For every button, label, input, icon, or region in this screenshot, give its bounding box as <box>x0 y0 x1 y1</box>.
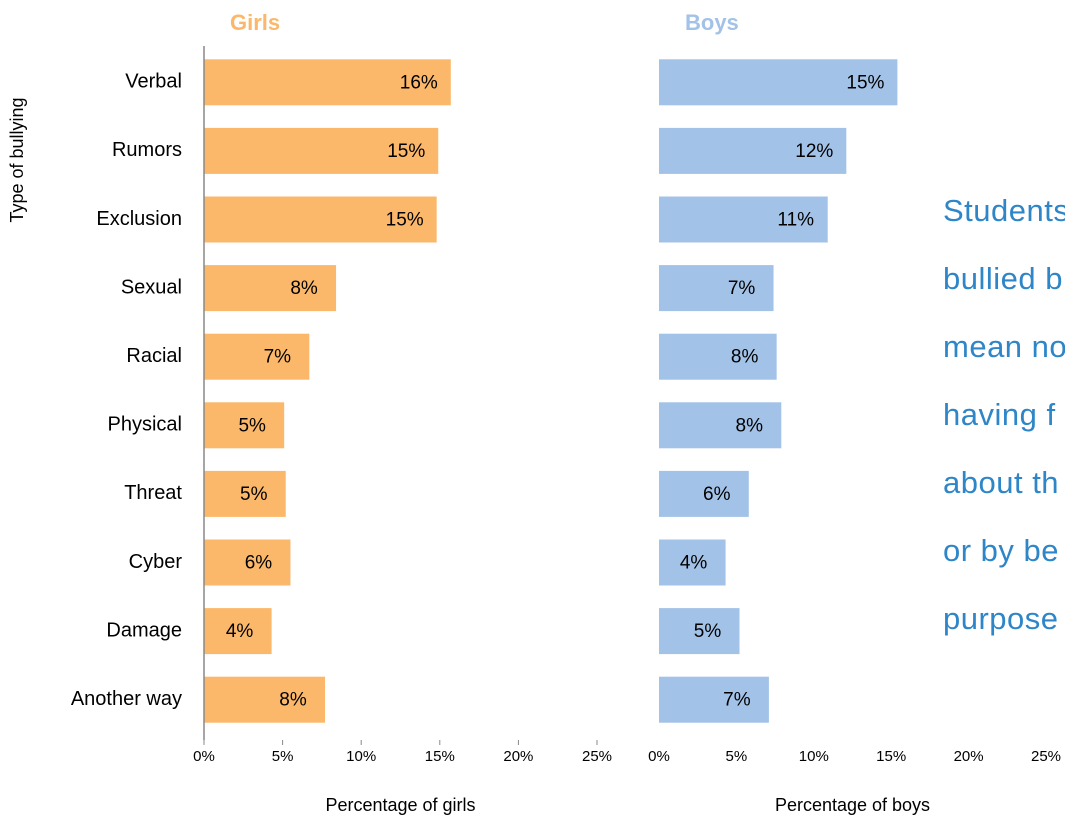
bar <box>659 265 774 312</box>
annotation-line: Students <box>943 193 1065 228</box>
value-label: 15% <box>387 141 425 162</box>
value-label: 7% <box>728 278 756 299</box>
value-label: 6% <box>245 553 273 574</box>
x-axis-title: Percentage of girls <box>325 795 475 815</box>
x-tick-label: 10% <box>799 748 829 765</box>
x-tick-label: 20% <box>503 748 533 765</box>
annotation-line: purpose <box>943 601 1059 636</box>
value-label: 16% <box>400 72 438 93</box>
y-axis-title: Type of bullying <box>7 97 27 222</box>
bar <box>204 127 439 174</box>
category-label: Cyber <box>129 551 183 573</box>
bar <box>659 196 828 243</box>
annotation-line: bullied b <box>943 261 1063 296</box>
category-label: Sexual <box>121 276 182 298</box>
bar <box>659 470 749 517</box>
x-tick-label: 15% <box>876 748 906 765</box>
bar <box>659 59 898 106</box>
panel-title: Girls <box>230 10 280 35</box>
value-label: 15% <box>386 210 424 231</box>
x-tick-label: 5% <box>726 748 748 765</box>
annotation-line: having f <box>943 397 1056 432</box>
bar <box>659 402 782 449</box>
x-tick-label: 20% <box>954 748 984 765</box>
value-label: 8% <box>290 278 318 299</box>
bar <box>204 676 326 723</box>
value-label: 8% <box>279 690 307 711</box>
x-tick-label: 15% <box>425 748 455 765</box>
category-label: Rumors <box>112 139 182 161</box>
annotation-line: mean no <box>943 329 1065 364</box>
category-label: Another way <box>71 688 182 710</box>
x-tick-label: 5% <box>272 748 294 765</box>
category-label: Damage <box>106 619 182 641</box>
annotation-line: about th <box>943 465 1059 500</box>
value-label: 8% <box>731 347 759 368</box>
x-tick-label: 10% <box>346 748 376 765</box>
bar <box>659 127 847 174</box>
bar <box>204 333 310 380</box>
value-label: 7% <box>264 347 292 368</box>
x-axis-title: Percentage of boys <box>775 795 930 815</box>
bar <box>659 608 740 655</box>
x-tick-label: 25% <box>582 748 612 765</box>
x-tick-label: 0% <box>193 748 215 765</box>
x-tick-label: 25% <box>1031 748 1061 765</box>
category-label: Verbal <box>125 71 182 93</box>
value-label: 8% <box>736 415 764 436</box>
category-label: Racial <box>126 345 182 367</box>
bar <box>204 265 337 312</box>
annotation-line: or by be <box>943 533 1059 568</box>
bar <box>204 402 285 449</box>
value-label: 5% <box>240 484 268 505</box>
value-label: 4% <box>226 621 254 642</box>
bar <box>204 196 437 243</box>
bar <box>659 676 769 723</box>
bar <box>659 539 726 586</box>
category-label: Physical <box>108 414 182 436</box>
bar <box>204 470 286 517</box>
category-label: Threat <box>124 482 182 504</box>
value-label: 4% <box>680 553 708 574</box>
value-label: 11% <box>777 210 814 231</box>
bar <box>659 333 777 380</box>
value-label: 12% <box>795 141 833 162</box>
x-tick-label: 0% <box>648 748 670 765</box>
value-label: 6% <box>703 484 731 505</box>
value-label: 5% <box>694 621 722 642</box>
bar <box>204 59 451 106</box>
bar <box>204 539 291 586</box>
bar <box>204 608 272 655</box>
category-label: Exclusion <box>96 208 182 230</box>
value-label: 5% <box>238 415 266 436</box>
value-label: 15% <box>846 72 884 93</box>
panel-title: Boys <box>685 10 739 35</box>
value-label: 7% <box>723 690 751 711</box>
